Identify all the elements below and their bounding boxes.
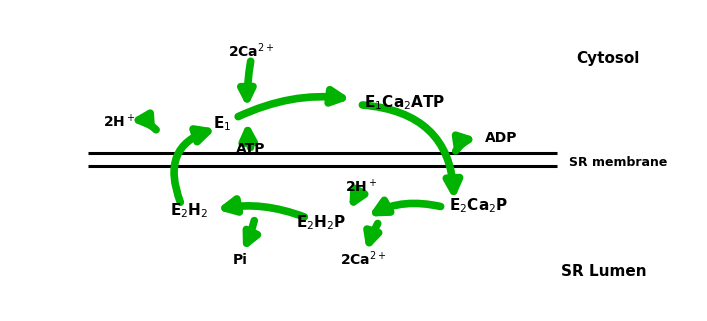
- Text: 2H$^+$: 2H$^+$: [103, 113, 136, 130]
- Text: E$_2$H$_2$: E$_2$H$_2$: [170, 201, 209, 220]
- Text: E$_1$Ca$_2$ATP: E$_1$Ca$_2$ATP: [363, 93, 445, 112]
- Text: ATP: ATP: [236, 142, 266, 156]
- Text: E$_1$: E$_1$: [213, 115, 230, 133]
- Text: SR Lumen: SR Lumen: [561, 264, 647, 279]
- Text: Cytosol: Cytosol: [577, 51, 640, 66]
- Text: 2Ca$^{2+}$: 2Ca$^{2+}$: [340, 249, 387, 268]
- Text: SR membrane: SR membrane: [569, 156, 667, 169]
- Text: E$_2$Ca$_2$P: E$_2$Ca$_2$P: [449, 196, 508, 215]
- Text: 2Ca$^{2+}$: 2Ca$^{2+}$: [228, 41, 274, 60]
- Text: E$_2$H$_2$P: E$_2$H$_2$P: [296, 213, 346, 232]
- Text: Pi: Pi: [233, 253, 247, 267]
- Text: ADP: ADP: [485, 131, 518, 145]
- Text: 2H$^+$: 2H$^+$: [345, 178, 378, 196]
